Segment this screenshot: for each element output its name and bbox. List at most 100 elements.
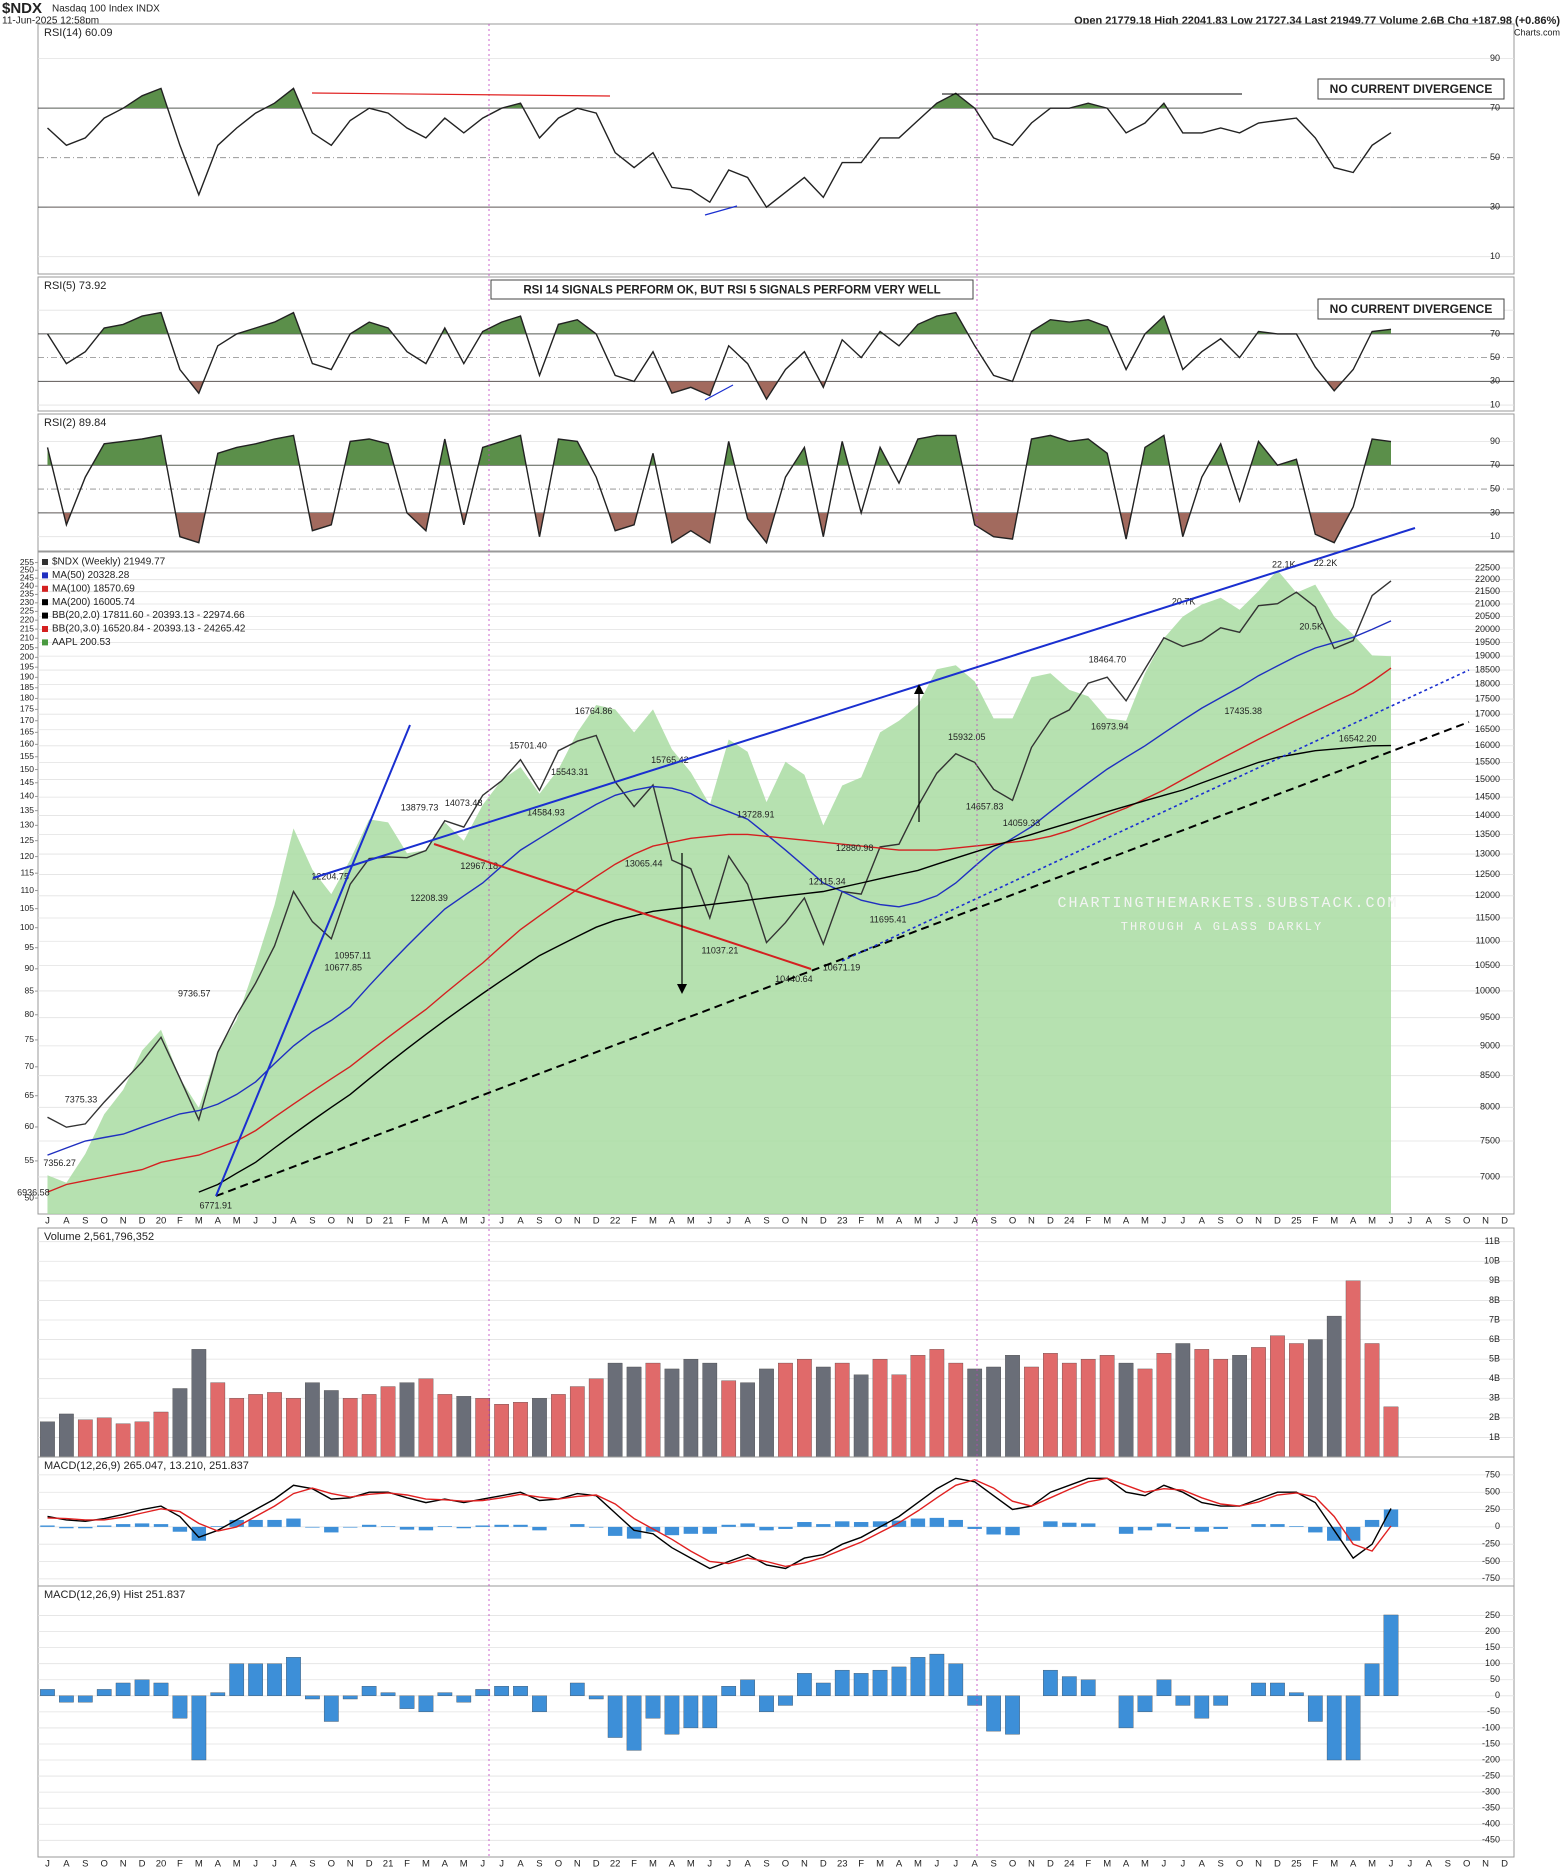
y2-tick-label: 150 xyxy=(20,764,34,774)
x-tick-label: A xyxy=(290,1216,297,1227)
histogram-bar xyxy=(343,1526,358,1528)
trend-line xyxy=(433,843,812,970)
y-tick-label: 19000 xyxy=(1475,651,1500,661)
x-tick-label: N xyxy=(347,1859,354,1870)
y2-tick-label: 185 xyxy=(20,682,34,692)
y-tick-label: 9B xyxy=(1489,1275,1500,1285)
target-arrow-head xyxy=(914,684,924,694)
x-tick-label: J xyxy=(707,1216,712,1227)
y2-tick-label: 95 xyxy=(25,942,35,952)
y2-tick-label: 80 xyxy=(25,1009,35,1019)
price-label: 22.1K xyxy=(1272,559,1296,569)
x-tick-label: J xyxy=(934,1859,939,1870)
x-tick-label: M xyxy=(876,1216,884,1227)
price-label: 12880.98 xyxy=(836,843,874,853)
x-tick-label: M xyxy=(422,1859,430,1870)
price-label: 10957.11 xyxy=(334,950,371,960)
y-tick-label: 10 xyxy=(1490,251,1500,261)
y-tick-label: 10 xyxy=(1490,531,1500,541)
histogram-bar xyxy=(570,1524,585,1527)
price-label: 10677.85 xyxy=(325,962,363,972)
series-line xyxy=(46,311,1392,401)
x-tick-label: M xyxy=(195,1859,203,1870)
x-tick-label: A xyxy=(896,1859,903,1870)
y-tick-label: -300 xyxy=(1482,1787,1500,1797)
x-tick-label: 20 xyxy=(156,1859,167,1870)
histogram-bar xyxy=(1383,1509,1399,1527)
price-label: 15701.40 xyxy=(509,741,547,751)
x-tick-label: J xyxy=(953,1859,958,1870)
y-tick-label: 150 xyxy=(1485,1642,1500,1652)
x-tick-label: M xyxy=(1368,1859,1376,1870)
bar xyxy=(834,1362,850,1458)
y-tick-label: 50 xyxy=(1490,483,1500,493)
bar xyxy=(248,1663,263,1696)
x-tick-label: S xyxy=(536,1216,542,1227)
panel-frame xyxy=(37,1227,1515,1458)
series-line xyxy=(47,87,1392,209)
watermark-url: CHARTINGTHEMARKETS.SUBSTACK.COM xyxy=(1057,895,1398,912)
bar xyxy=(607,1695,623,1738)
bar xyxy=(797,1358,812,1458)
x-tick-label: D xyxy=(139,1859,146,1870)
y-tick-label: 11500 xyxy=(1476,912,1500,922)
series-line xyxy=(47,1477,1392,1568)
bar xyxy=(778,1362,793,1458)
x-tick-label: A xyxy=(1350,1859,1357,1870)
bar xyxy=(702,1695,718,1729)
y-tick-label: 8000 xyxy=(1480,1102,1500,1112)
price-label: 11037.21 xyxy=(702,946,739,956)
x-tick-label: F xyxy=(631,1216,637,1227)
legend-label: MA(50) 20328.28 xyxy=(52,570,130,581)
x-tick-label: O xyxy=(328,1216,335,1227)
x-tick-label: D xyxy=(139,1216,146,1227)
annotation: RSI 14 SIGNALS PERFORM OK, BUT RSI 5 SIG… xyxy=(523,285,940,297)
histogram-bar xyxy=(891,1520,907,1527)
bar xyxy=(380,1692,396,1696)
histogram-bar xyxy=(778,1526,793,1529)
bar xyxy=(1080,1679,1096,1696)
x-tick-label: F xyxy=(858,1859,864,1870)
x-tick-label: J xyxy=(499,1216,504,1227)
y-tick-label: 20000 xyxy=(1475,624,1500,634)
series-line xyxy=(198,744,1392,1193)
x-tick-label: J xyxy=(253,1216,258,1227)
bar xyxy=(1289,1692,1304,1696)
x-tick-label: J xyxy=(499,1859,504,1870)
y2-tick-label: 195 xyxy=(20,661,34,671)
x-tick-label: M xyxy=(1103,1859,1111,1870)
price-label: 12204.75 xyxy=(311,872,349,882)
histogram-bar xyxy=(986,1526,1001,1535)
x-tick-label: A xyxy=(517,1859,524,1870)
bar xyxy=(361,1686,377,1696)
x-tick-label: N xyxy=(1028,1216,1035,1227)
x-tick-label: N xyxy=(801,1859,808,1870)
x-tick-label: 24 xyxy=(1064,1216,1075,1227)
y-tick-label: 4B xyxy=(1489,1373,1500,1383)
x-tick-label: J xyxy=(953,1216,958,1227)
x-tick-label: S xyxy=(1445,1859,1451,1870)
x-tick-label: S xyxy=(1445,1216,1451,1227)
bar xyxy=(475,1398,491,1458)
x-tick-label: M xyxy=(233,1216,241,1227)
x-tick-label: A xyxy=(63,1859,70,1870)
bar xyxy=(929,1653,945,1696)
symbol: $NDX xyxy=(2,0,42,17)
histogram-bar xyxy=(418,1526,434,1531)
x-tick-label: O xyxy=(1463,1859,1470,1870)
bar xyxy=(361,1394,377,1458)
panel-title: RSI(5) 73.92 xyxy=(44,280,106,292)
bar xyxy=(721,1380,737,1458)
x-tick-label: A xyxy=(669,1859,676,1870)
y-tick-label: 19500 xyxy=(1475,637,1500,647)
annotation-box xyxy=(1317,78,1505,100)
bar xyxy=(1005,1695,1020,1735)
x-tick-label: 22 xyxy=(610,1859,621,1870)
x-tick-label: M xyxy=(233,1859,241,1870)
y2-tick-label: 240 xyxy=(20,580,34,590)
histogram-bar xyxy=(910,1518,926,1527)
y-tick-label: 7B xyxy=(1489,1314,1500,1324)
y-tick-label: 1B xyxy=(1489,1432,1500,1442)
bar xyxy=(172,1388,188,1458)
bar xyxy=(1289,1343,1304,1458)
